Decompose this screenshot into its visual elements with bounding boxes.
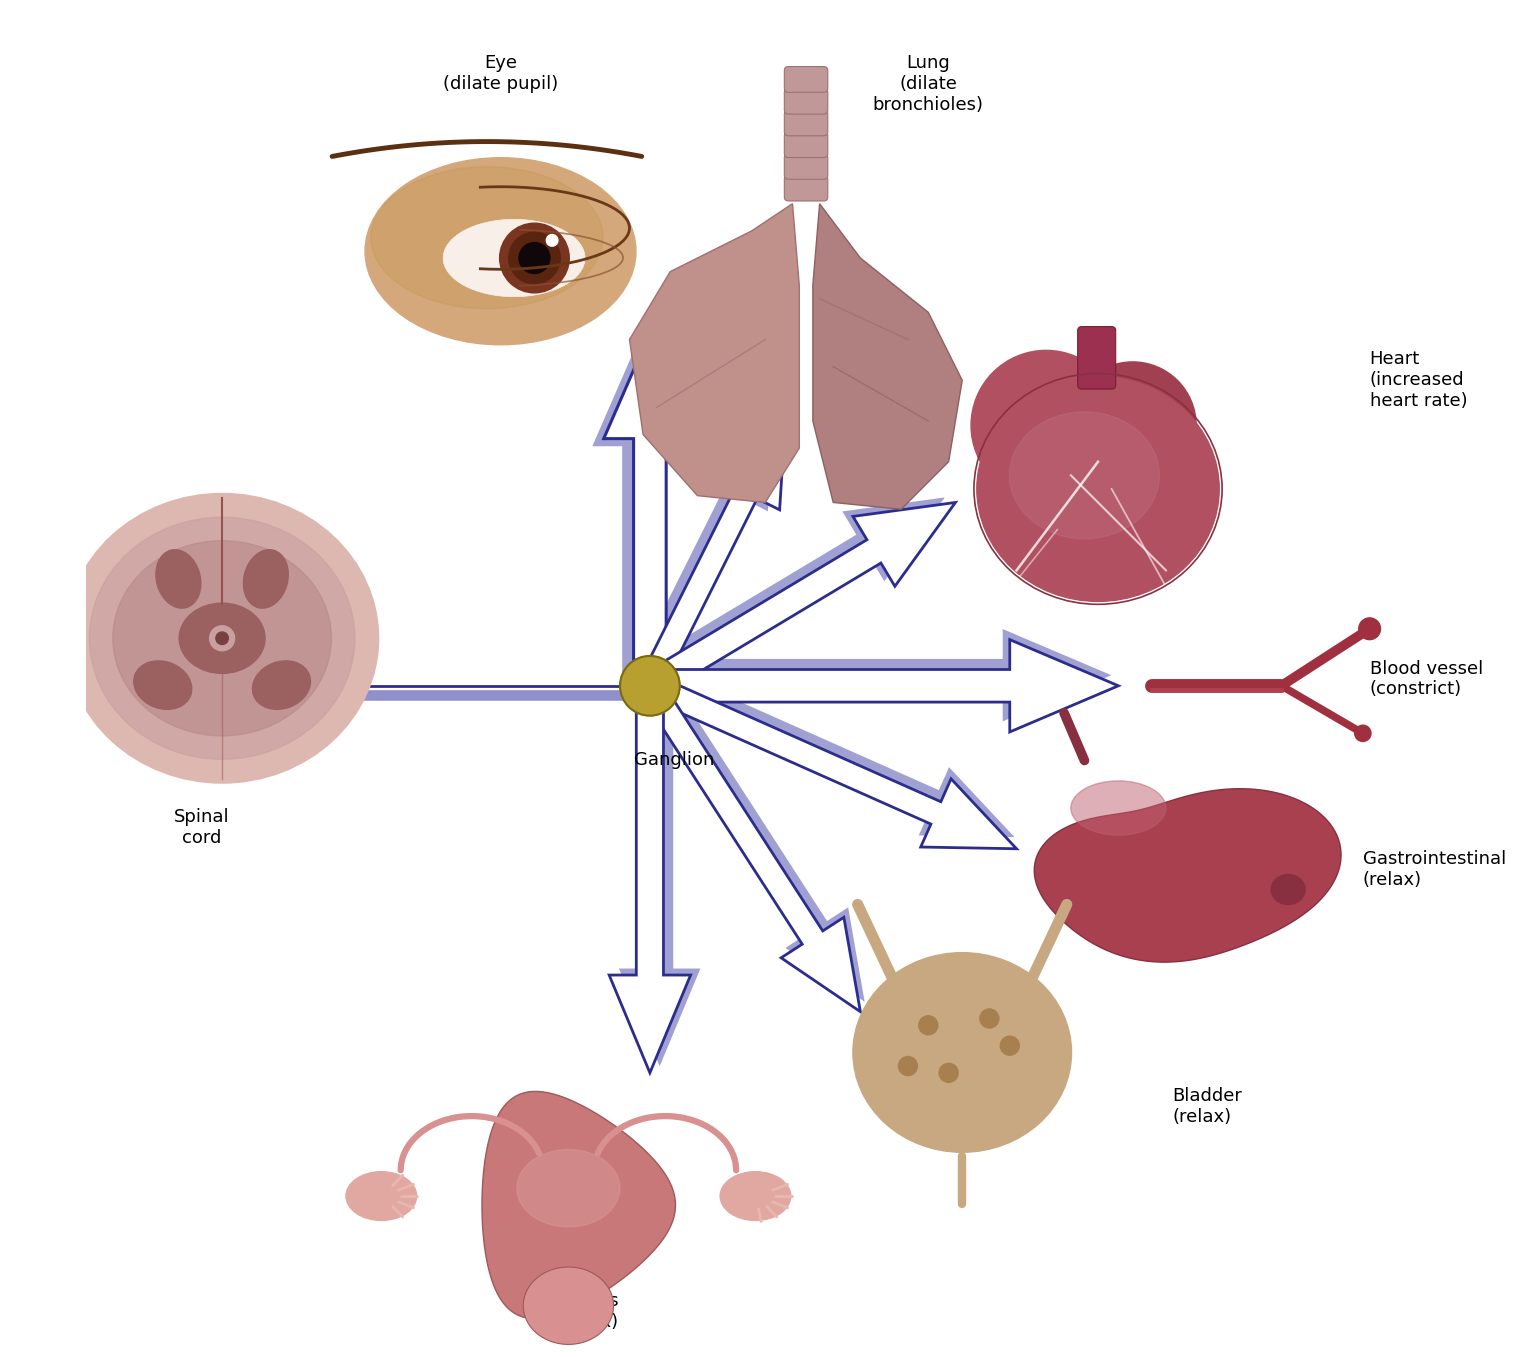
Polygon shape [609, 686, 691, 1073]
Polygon shape [644, 675, 1017, 849]
FancyBboxPatch shape [784, 132, 827, 158]
Circle shape [1000, 1036, 1020, 1055]
Ellipse shape [443, 219, 584, 297]
Polygon shape [592, 341, 684, 694]
Circle shape [215, 631, 228, 645]
Circle shape [209, 626, 235, 650]
Text: Ganglion: Ganglion [634, 751, 715, 769]
Polygon shape [618, 679, 700, 1066]
Text: Heart
(increased
heart rate): Heart (increased heart rate) [1370, 350, 1467, 410]
Text: Spinal
cord: Spinal cord [174, 808, 229, 847]
Polygon shape [481, 1092, 675, 1319]
Polygon shape [651, 640, 1118, 732]
Polygon shape [640, 679, 860, 1012]
Ellipse shape [252, 661, 311, 709]
Ellipse shape [854, 953, 1072, 1152]
Text: Gastrointestinal
(relax): Gastrointestinal (relax) [1363, 850, 1506, 888]
Ellipse shape [1009, 411, 1160, 539]
Ellipse shape [243, 550, 288, 608]
Polygon shape [644, 669, 864, 1002]
Circle shape [1355, 725, 1370, 741]
Polygon shape [643, 663, 1015, 837]
FancyBboxPatch shape [784, 110, 827, 136]
Ellipse shape [66, 494, 378, 782]
Text: SYMPATHETIC: SYMPATHETIC [128, 618, 343, 645]
Circle shape [518, 243, 551, 273]
Polygon shape [628, 416, 774, 693]
FancyBboxPatch shape [784, 67, 827, 92]
Ellipse shape [720, 1172, 791, 1221]
Text: Lung
(dilate
bronchioles): Lung (dilate bronchioles) [872, 54, 984, 114]
FancyBboxPatch shape [784, 88, 827, 114]
Ellipse shape [346, 1172, 417, 1221]
Ellipse shape [977, 376, 1220, 602]
FancyBboxPatch shape [784, 175, 827, 201]
Polygon shape [643, 629, 1112, 721]
Circle shape [898, 1057, 917, 1076]
Circle shape [500, 223, 569, 293]
Circle shape [1069, 363, 1197, 489]
Text: Blood vessel
(constrict): Blood vessel (constrict) [1370, 660, 1483, 698]
Circle shape [980, 1009, 998, 1028]
Circle shape [970, 350, 1121, 501]
Polygon shape [632, 497, 944, 693]
Text: Eye
(dilate pupil): Eye (dilate pupil) [443, 54, 558, 94]
Ellipse shape [371, 167, 603, 308]
Circle shape [546, 235, 558, 246]
Polygon shape [604, 333, 697, 686]
Ellipse shape [1070, 781, 1166, 835]
Polygon shape [629, 204, 800, 502]
Polygon shape [523, 1267, 614, 1344]
Polygon shape [814, 204, 963, 509]
Circle shape [918, 1016, 938, 1035]
Polygon shape [643, 502, 955, 698]
Circle shape [620, 656, 680, 716]
Ellipse shape [178, 603, 265, 674]
Ellipse shape [517, 1149, 620, 1228]
Circle shape [940, 1063, 958, 1082]
Text: Bladder
(relax): Bladder (relax) [1172, 1088, 1243, 1126]
Ellipse shape [89, 517, 355, 759]
Polygon shape [1034, 789, 1341, 961]
Ellipse shape [155, 550, 201, 608]
Ellipse shape [134, 661, 192, 709]
FancyBboxPatch shape [784, 153, 827, 179]
Polygon shape [638, 414, 786, 691]
Text: Uterus
(relax): Uterus (relax) [558, 1291, 618, 1331]
Ellipse shape [112, 540, 331, 736]
FancyBboxPatch shape [1078, 326, 1115, 388]
Ellipse shape [1272, 875, 1306, 904]
Circle shape [1358, 618, 1381, 640]
Circle shape [509, 232, 560, 284]
Ellipse shape [365, 158, 637, 345]
